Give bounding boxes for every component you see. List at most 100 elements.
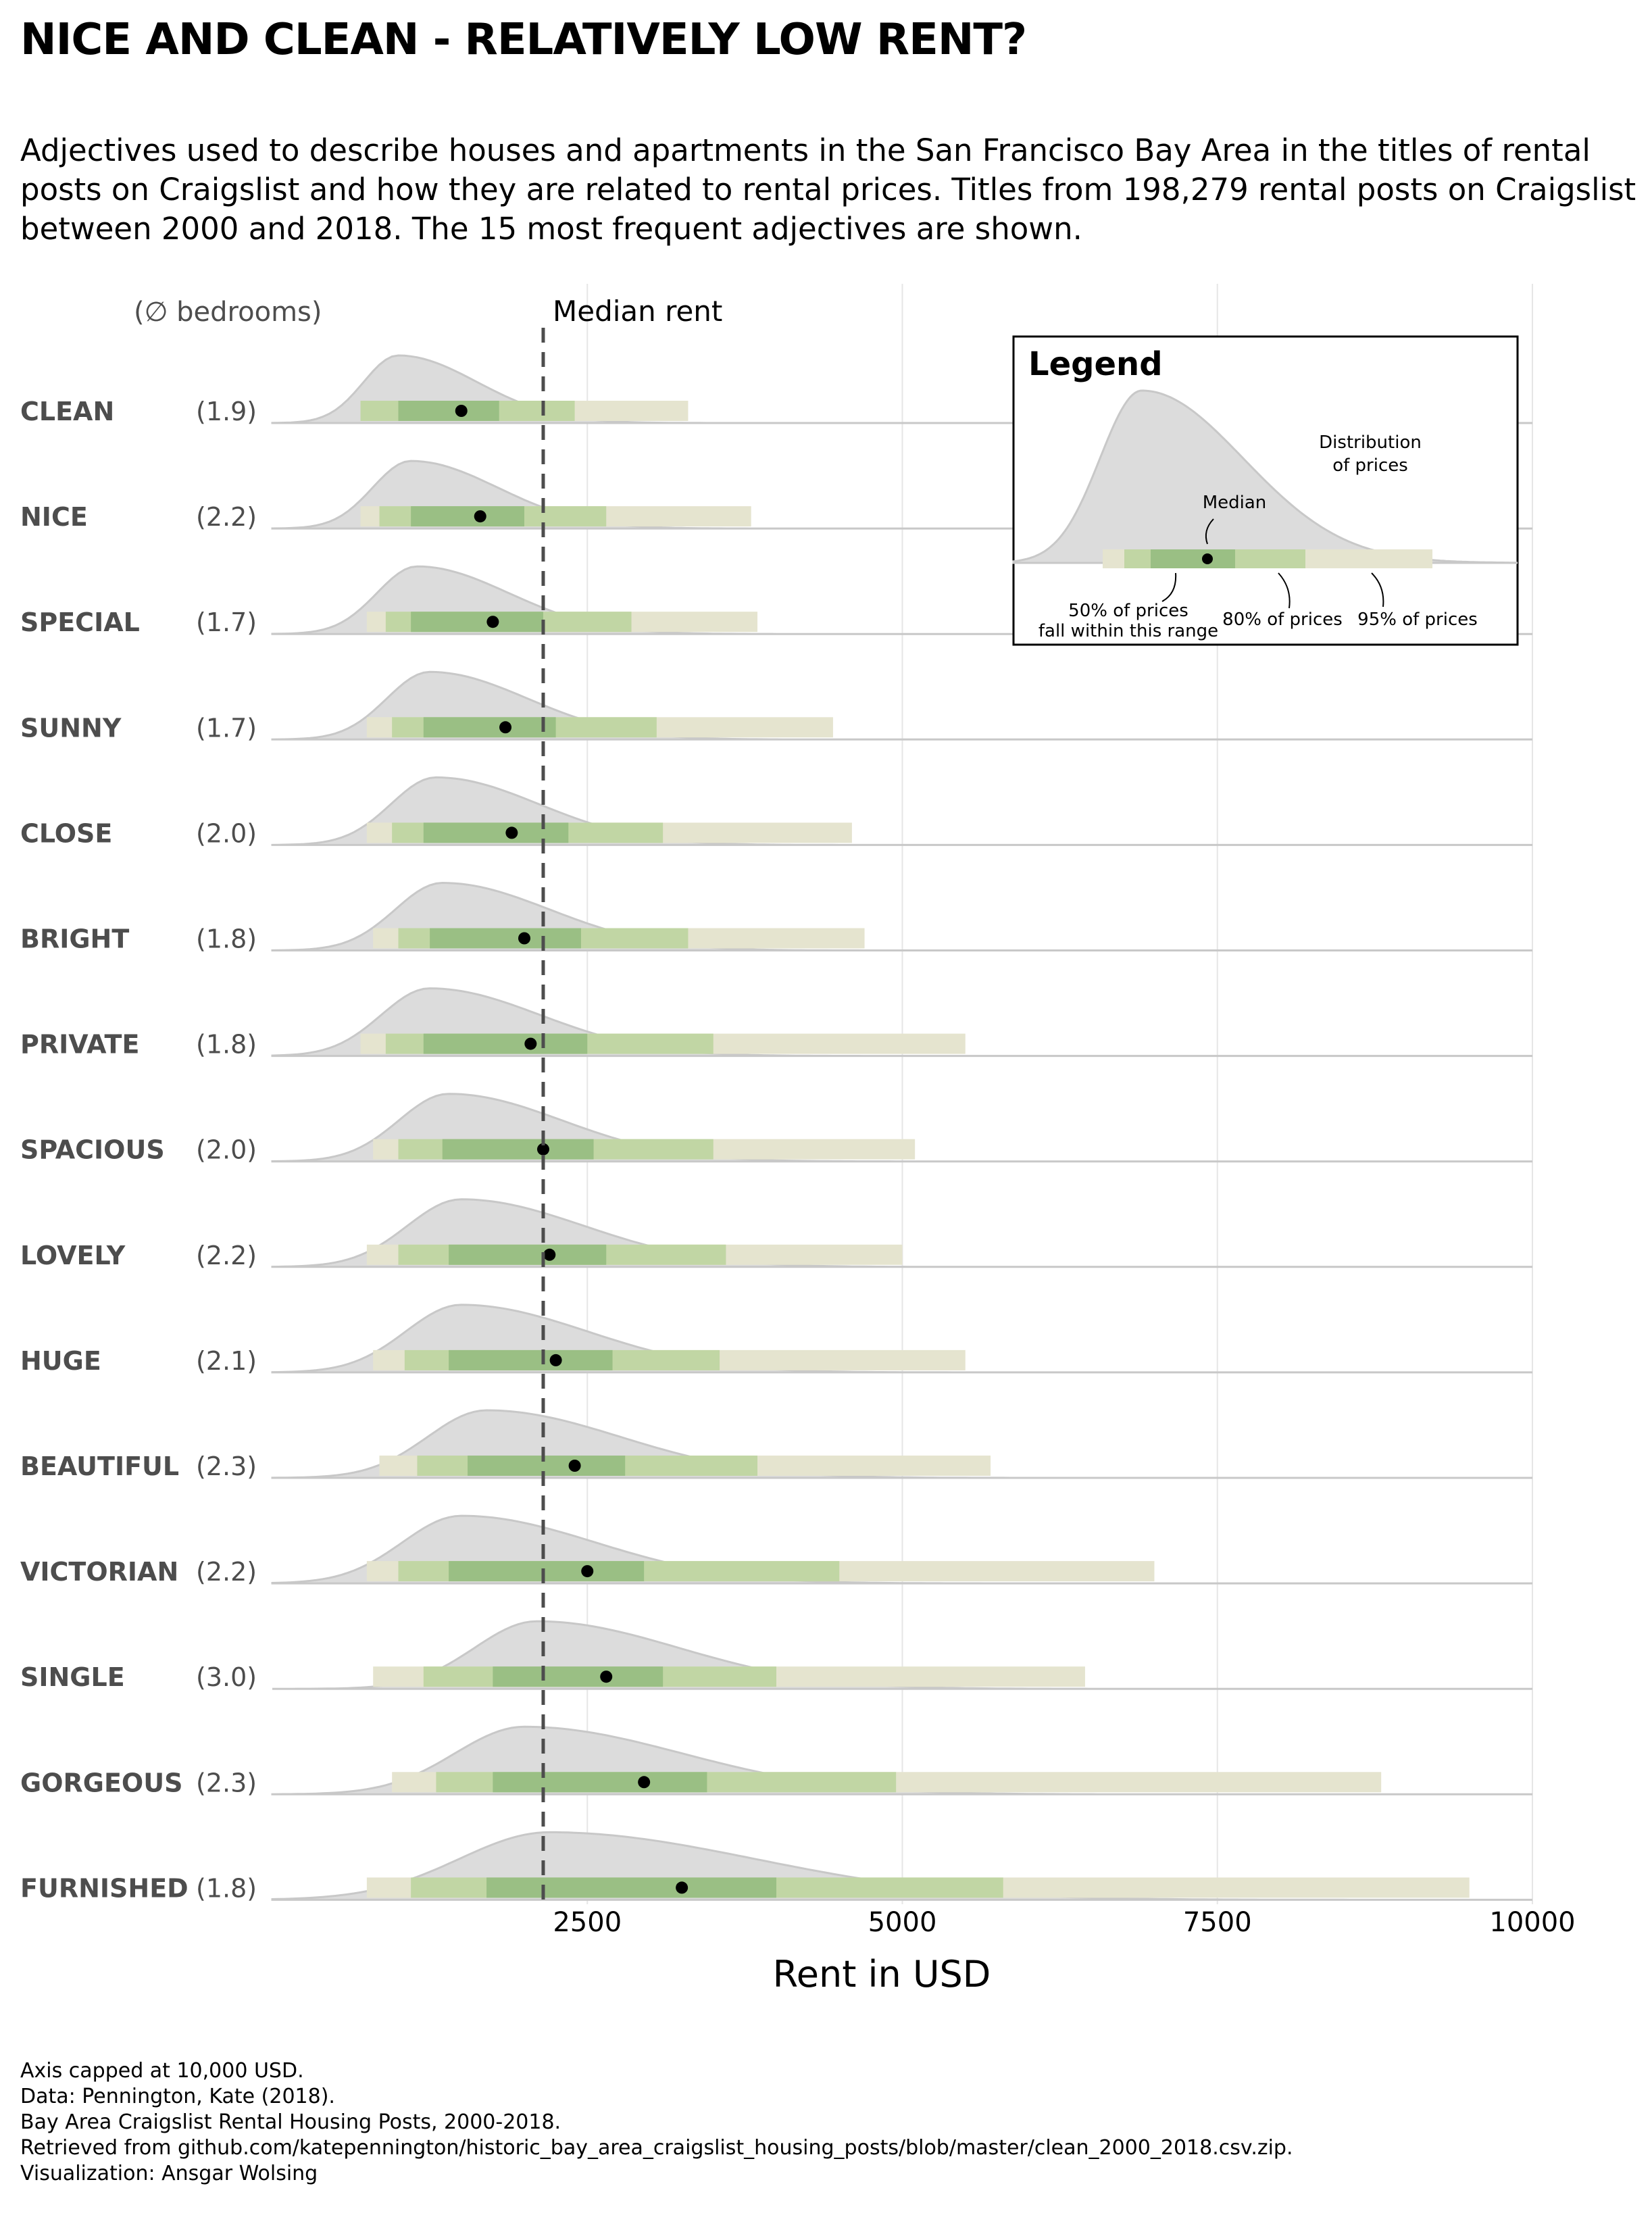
median-dot — [486, 616, 499, 628]
row-nice: NICE (2.2) — [20, 460, 1532, 532]
legend-range-50-label-2: fall within this range — [1038, 621, 1218, 641]
legend-median-label: Median — [1203, 493, 1267, 513]
x-axis-title: Rent in USD — [773, 1953, 991, 1995]
legend-title: Legend — [1028, 345, 1163, 383]
row-close: CLOSE (2.0) — [20, 776, 1532, 848]
caption-line: Visualization: Ansgar Wolsing — [20, 2162, 318, 2185]
legend-range-50 — [1151, 549, 1235, 568]
row-label: SUNNY — [20, 713, 122, 743]
legend-range-95-label: 95% of prices — [1357, 610, 1478, 630]
median-dot — [676, 1881, 689, 1894]
median-dot — [568, 1460, 581, 1472]
legend-range-50-label: 50% of prices — [1068, 601, 1188, 621]
range-50-bar — [449, 1244, 607, 1265]
bedrooms-label: (1.7) — [196, 713, 257, 743]
bedrooms-label: (2.0) — [196, 818, 257, 848]
chart-rows: CLEAN (1.9) NICE (2.2) SPECIAL (1.7) SUNNY (1.7… — [20, 354, 1532, 1903]
range-50-bar — [449, 1561, 645, 1582]
range-50-bar — [411, 506, 524, 527]
row-lovely: LOVELY (2.2) — [20, 1198, 1532, 1270]
legend-density — [1012, 389, 1518, 564]
row-furnished: FURNISHED (1.8) — [20, 1831, 1532, 1903]
legend-box: Legend Distribution of prices Median 50%… — [1012, 335, 1519, 646]
subtitle-line: Adjectives used to describe houses and a… — [20, 132, 1591, 168]
bedrooms-label: (2.2) — [196, 502, 257, 532]
legend-range-95-arrow — [1371, 572, 1384, 607]
x-tick-label: 2500 — [553, 1907, 622, 1938]
range-50-bar — [423, 822, 569, 843]
row-sunny: SUNNY (1.7) — [20, 670, 1532, 743]
row-label: SINGLE — [20, 1662, 125, 1692]
row-spacious: SPACIOUS (2.0) — [20, 1093, 1532, 1165]
chart-subtitle: Adjectives used to describe houses and a… — [20, 131, 1642, 249]
range-50-bar — [493, 1772, 707, 1793]
row-label: BEAUTIFUL — [20, 1452, 179, 1481]
row-label: CLOSE — [20, 818, 112, 848]
row-label: VICTORIAN — [20, 1557, 178, 1587]
row-private: PRIVATE (1.8) — [20, 987, 1532, 1060]
bedrooms-label: (1.8) — [196, 924, 257, 954]
row-label: CLEAN — [20, 397, 114, 426]
legend-median-arrow — [1205, 518, 1214, 545]
row-beautiful: BEAUTIFUL (2.3) — [20, 1409, 1532, 1481]
row-special: SPECIAL (1.7) — [20, 565, 1532, 637]
bedrooms-label: (1.8) — [196, 1873, 257, 1903]
row-gorgeous: GORGEOUS (2.3) — [20, 1725, 1532, 1797]
bedrooms-label: (1.7) — [196, 607, 257, 637]
range-50-bar — [430, 928, 581, 949]
range-50-bar — [398, 401, 499, 421]
row-bright: BRIGHT (1.8) — [20, 881, 1532, 954]
range-50-bar — [411, 612, 543, 633]
subtitle-line: posts on Craigslist and how they are rel… — [20, 172, 1636, 207]
legend-range-50-arrow — [1161, 572, 1177, 602]
caption-line: Data: Pennington, Kate (2018). — [20, 2085, 335, 2108]
range-50-bar — [493, 1666, 664, 1687]
median-dot — [600, 1670, 613, 1683]
median-dot — [638, 1776, 651, 1789]
range-50-bar — [423, 717, 556, 738]
median-dot — [474, 510, 486, 523]
bedrooms-label: (2.0) — [196, 1135, 257, 1165]
median-dot — [549, 1354, 562, 1366]
row-label: SPECIAL — [20, 607, 140, 637]
legend-distribution-label-2: of prices — [1332, 455, 1408, 476]
median-dot — [536, 1143, 549, 1156]
range-50-bar — [442, 1139, 594, 1160]
bedrooms-label: (1.8) — [196, 1030, 257, 1060]
row-label: SPACIOUS — [20, 1135, 165, 1165]
row-label: HUGE — [20, 1346, 101, 1376]
median-dot — [505, 826, 518, 839]
bedrooms-label: (2.2) — [196, 1241, 257, 1270]
bedrooms-label: (2.3) — [196, 1452, 257, 1481]
range-50-bar — [468, 1456, 626, 1476]
row-label: FURNISHED — [20, 1873, 189, 1903]
bedrooms-column-header: (∅ bedrooms) — [134, 297, 322, 328]
caption-line: Bay Area Craigslist Rental Housing Posts… — [20, 2110, 561, 2134]
chart-title: NICE AND CLEAN - RELATIVELY LOW RENT? — [20, 15, 1027, 65]
range-50-bar — [486, 1877, 776, 1898]
x-tick-label: 7500 — [1183, 1907, 1252, 1938]
bedrooms-label: (2.3) — [196, 1768, 257, 1797]
legend-range-80-label: 80% of prices — [1222, 610, 1343, 630]
legend-median-dot — [1202, 553, 1213, 564]
bedrooms-label: (3.0) — [196, 1662, 257, 1692]
row-label: NICE — [20, 502, 88, 532]
median-dot — [518, 932, 530, 945]
caption-line: Retrieved from github.com/katepennington… — [20, 2136, 1293, 2160]
median-dot — [581, 1565, 594, 1578]
row-label: LOVELY — [20, 1241, 126, 1270]
median-dot — [499, 721, 512, 734]
x-axis: 2500 5000 7500 10000 — [553, 1907, 1575, 1938]
x-tick-label: 10000 — [1489, 1907, 1575, 1938]
row-single: SINGLE (3.0) — [20, 1620, 1532, 1692]
median-rent-label: Median rent — [553, 295, 722, 328]
chart-caption: Axis capped at 10,000 USD. Data: Penning… — [20, 2058, 1293, 2187]
legend-distribution-label: Distribution — [1319, 432, 1422, 453]
bedrooms-label: (2.1) — [196, 1346, 257, 1376]
legend-range-80-arrow — [1278, 572, 1291, 609]
median-dot — [455, 405, 468, 417]
bedrooms-label: (2.2) — [196, 1557, 257, 1587]
row-victorian: VICTORIAN (2.2) — [20, 1514, 1532, 1587]
row-label: GORGEOUS — [20, 1768, 182, 1797]
caption-line: Axis capped at 10,000 USD. — [20, 2059, 304, 2083]
